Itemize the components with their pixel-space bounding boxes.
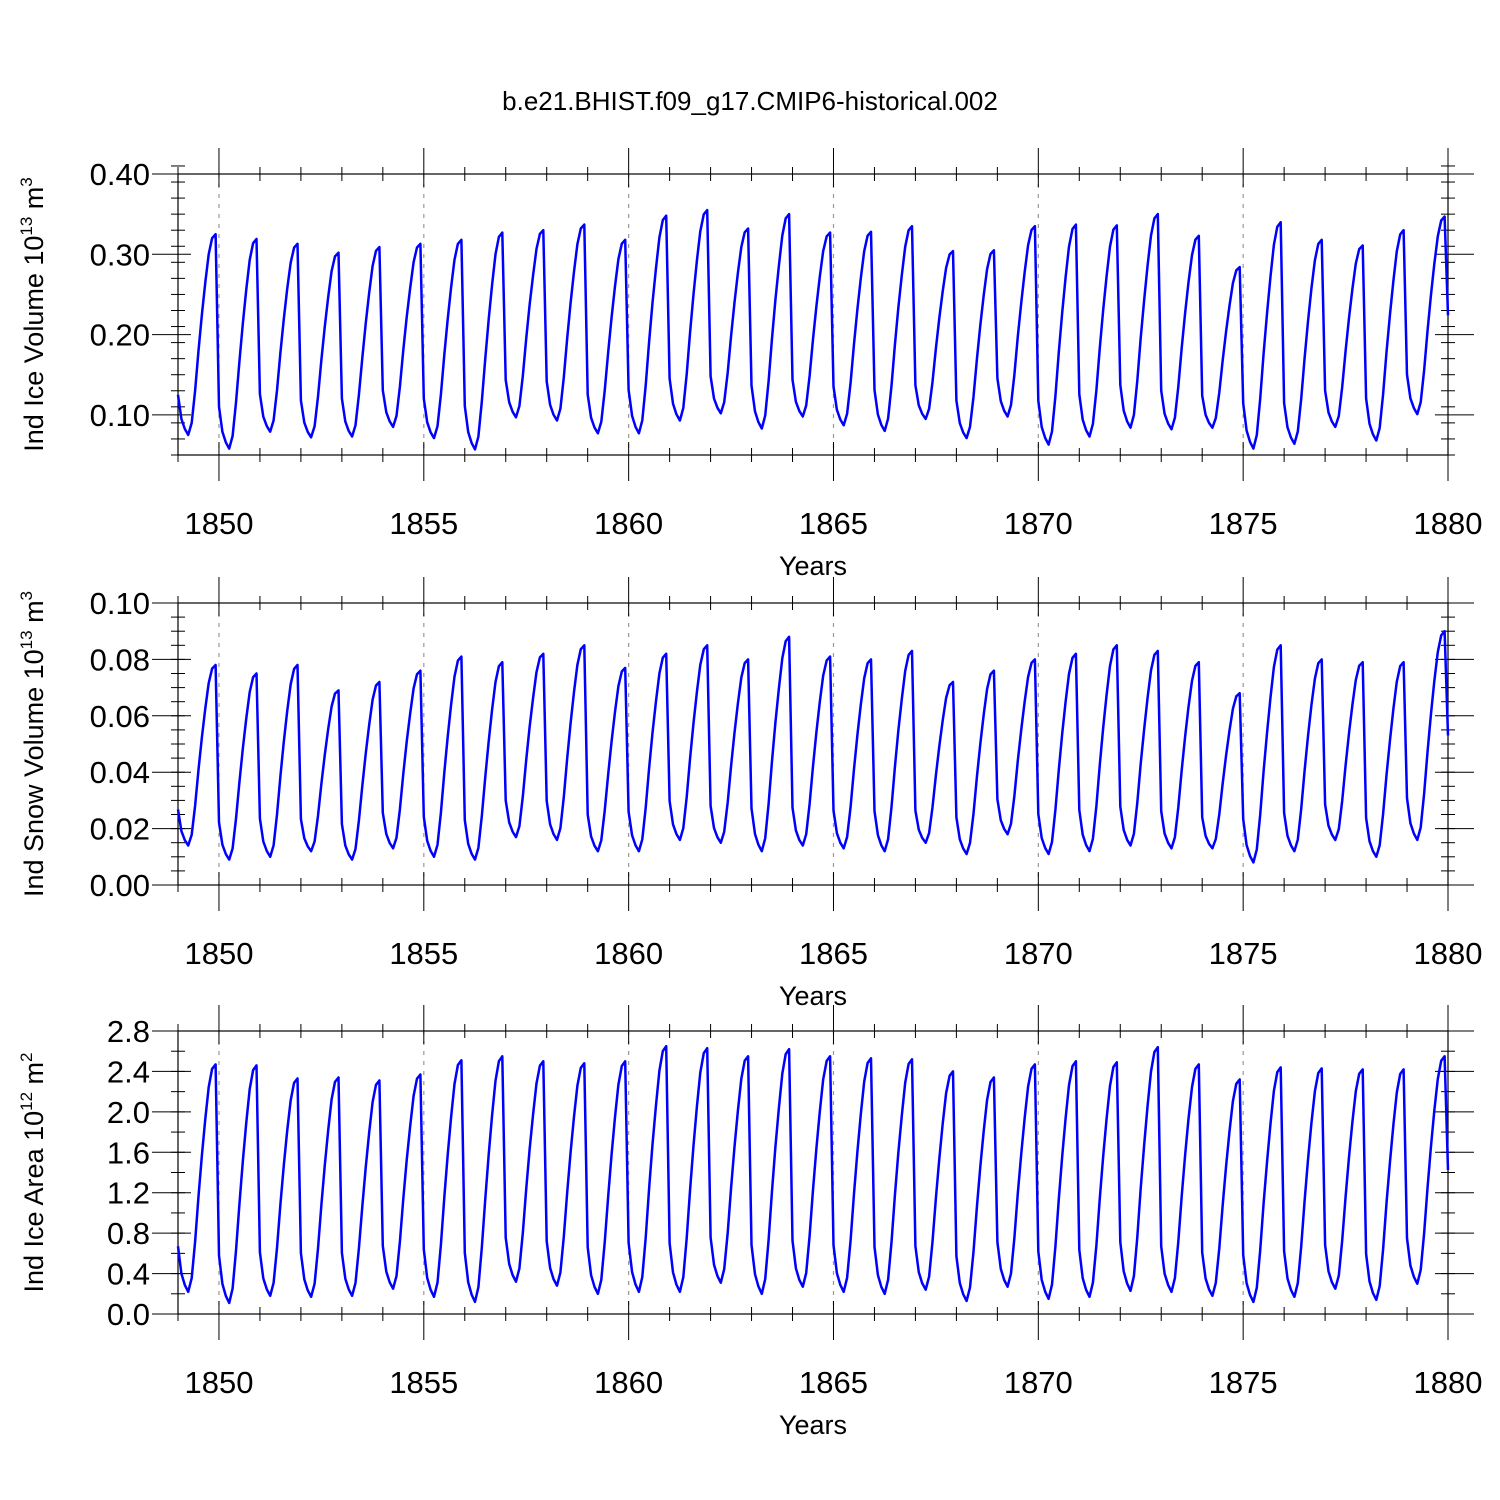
- ytick-label: 0.00: [90, 868, 150, 903]
- ytick-label: 0.8: [107, 1216, 150, 1251]
- ytick-label: 0.20: [90, 318, 150, 353]
- panel-snow-volume: 0.00 0.02 0.04 0.06 0.08 0.10 1850 1855 1860 1865…: [17, 577, 1482, 1011]
- ytick-label: 1.6: [107, 1135, 150, 1170]
- xtick-label: 1880: [1414, 1365, 1483, 1400]
- xtick-label: 1880: [1414, 506, 1483, 541]
- xtick-label: 1855: [389, 1365, 458, 1400]
- yaxis-label: Ind Ice Area 1012 m2: [17, 1052, 49, 1292]
- plot-frame: [177, 173, 1449, 456]
- xtick-label: 1855: [389, 506, 458, 541]
- ytick-label: 0.08: [90, 642, 150, 677]
- ytick-label: 0.30: [90, 237, 150, 272]
- series-line: [176, 629, 1450, 864]
- xtick-label: 1850: [184, 1365, 253, 1400]
- chart-title: b.e21.BHIST.f09_g17.CMIP6-historical.002: [502, 86, 998, 116]
- ytick-label: 0.4: [107, 1257, 150, 1292]
- xtick-label: 1875: [1209, 1365, 1278, 1400]
- ytick-label: 2.8: [107, 1014, 150, 1049]
- ytick-label: 0.04: [90, 755, 150, 790]
- panel-ice-volume: 0.10 0.20 0.30 0.40 1850 1855 1860 1865 1870 1875…: [17, 148, 1482, 581]
- ytick-label: 1.2: [107, 1176, 150, 1211]
- xtick-label: 1850: [184, 936, 253, 971]
- ytick-label: 2.0: [107, 1095, 150, 1130]
- xtick-label: 1855: [389, 936, 458, 971]
- ytick-label: 0.10: [90, 398, 150, 433]
- xtick-label: 1880: [1414, 936, 1483, 971]
- xaxis-label: Years: [779, 1410, 847, 1440]
- chart-panels: 0.10 0.20 0.30 0.40 1850 1855 1860 1865 1870 1875…: [17, 148, 1482, 1440]
- xtick-label: 1865: [799, 1365, 868, 1400]
- xaxis-label: Years: [779, 551, 847, 581]
- yaxis-label: Ind Snow Volume 1013 m3: [17, 591, 49, 897]
- xtick-label: 1850: [184, 506, 253, 541]
- xtick-label: 1860: [594, 1365, 663, 1400]
- series-line: [176, 1044, 1450, 1305]
- ytick-label: 0.0: [107, 1297, 150, 1332]
- xaxis-label: Years: [779, 981, 847, 1011]
- xtick-label: 1875: [1209, 506, 1278, 541]
- ytick-label: 0.06: [90, 699, 150, 734]
- ytick-label: 0.02: [90, 812, 150, 847]
- xtick-label: 1865: [799, 506, 868, 541]
- ytick-label: 0.10: [90, 586, 150, 621]
- xtick-label: 1865: [799, 936, 868, 971]
- yaxis-label: Ind Ice Volume 1013 m3: [17, 177, 49, 452]
- xtick-label: 1870: [1004, 1365, 1073, 1400]
- ytick-label: 2.4: [107, 1054, 150, 1089]
- series-line: [176, 208, 1450, 451]
- xtick-label: 1860: [594, 936, 663, 971]
- xtick-label: 1870: [1004, 936, 1073, 971]
- panel-ice-area: 0.0 0.4 0.8 1.2 1.6 2.0 2.4 2.8 1850 1855 1860 1865…: [17, 1005, 1482, 1440]
- ytick-label: 0.40: [90, 157, 150, 192]
- xtick-label: 1860: [594, 506, 663, 541]
- xtick-label: 1870: [1004, 506, 1073, 541]
- xtick-label: 1875: [1209, 936, 1278, 971]
